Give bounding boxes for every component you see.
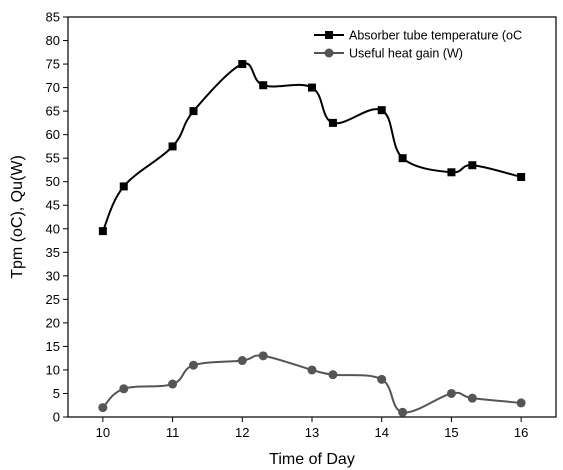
data-point <box>189 107 198 116</box>
data-point <box>119 182 128 191</box>
series-1 <box>98 60 526 236</box>
y-tick-label: 60 <box>46 127 60 142</box>
x-tick-label: 11 <box>166 425 180 440</box>
x-tick-label: 12 <box>235 425 249 440</box>
legend-item: Useful heat gain (W) <box>314 47 463 61</box>
data-point <box>238 60 247 69</box>
data-point <box>398 154 407 163</box>
data-point <box>516 398 526 408</box>
y-tick-label: 35 <box>46 245 60 260</box>
y-tick-label: 30 <box>46 268 60 283</box>
data-point <box>377 374 387 384</box>
data-point <box>237 356 247 366</box>
y-tick-label: 0 <box>53 410 60 425</box>
y-tick-label: 45 <box>46 198 60 213</box>
y-tick-label: 50 <box>46 174 60 189</box>
y-tick-label: 10 <box>46 362 60 377</box>
y-tick-label: 70 <box>46 80 60 95</box>
plot-frame <box>67 16 557 418</box>
y-tick-label: 80 <box>46 33 60 48</box>
y-tick-label: 40 <box>46 221 60 236</box>
y-tick-label: 5 <box>53 386 60 401</box>
legend-marker <box>324 48 334 58</box>
data-point <box>98 227 107 236</box>
y-tick-label: 25 <box>46 292 60 307</box>
data-point <box>259 81 268 90</box>
x-tick-label: 10 <box>96 425 110 440</box>
plot-border <box>67 16 557 418</box>
data-point <box>446 388 456 398</box>
data-point <box>307 365 317 375</box>
data-point <box>447 168 456 177</box>
y-tick-label: 65 <box>46 104 60 119</box>
x-axis: 10 11 12 13 14 15 16 <box>96 417 528 440</box>
x-tick-label: 15 <box>444 425 458 440</box>
x-tick-label: 16 <box>514 425 528 440</box>
legend: Absorber tube temperature (oC Useful heat… <box>314 29 522 61</box>
y-axis: 0 5 10 15 20 25 30 35 40 45 50 55 60 65 70 75 80 85 <box>46 10 68 425</box>
data-point <box>308 83 316 92</box>
data-point <box>328 370 338 380</box>
y-axis-title: Tpm (oC), Qu(W) <box>9 155 26 279</box>
data-point <box>119 384 129 394</box>
y-tick-label: 85 <box>46 10 60 25</box>
x-tick-label: 14 <box>374 425 388 440</box>
legend-label: Useful heat gain (W) <box>349 47 463 61</box>
data-point <box>517 173 526 181</box>
series-line <box>102 354 522 414</box>
data-point <box>258 351 268 361</box>
y-tick-label: 20 <box>46 315 60 330</box>
data-point <box>328 118 337 127</box>
data-point <box>168 379 178 389</box>
x-tick-label: 13 <box>305 425 319 440</box>
data-point <box>377 106 386 115</box>
data-point <box>398 407 408 417</box>
legend-item: Absorber tube temperature (oC <box>314 29 522 43</box>
legend-label: Absorber tube temperature (oC <box>349 29 522 43</box>
data-point <box>467 393 477 403</box>
x-axis-title: Time of Day <box>269 451 355 468</box>
series-layer <box>98 60 526 417</box>
legend-marker <box>325 31 333 39</box>
series-2 <box>98 351 526 417</box>
y-tick-label: 75 <box>46 57 60 72</box>
data-point <box>168 142 177 151</box>
data-point <box>98 403 108 413</box>
data-point <box>468 161 477 170</box>
y-tick-label: 15 <box>46 339 60 354</box>
y-tick-label: 55 <box>46 151 60 166</box>
data-point <box>188 360 198 370</box>
